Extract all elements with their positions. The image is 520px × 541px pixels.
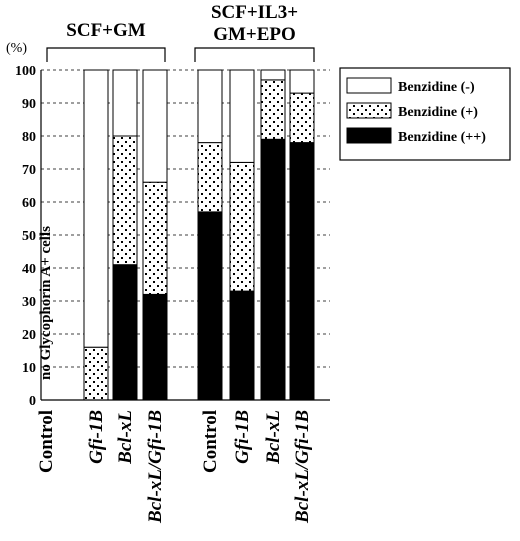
bar-segment bbox=[289, 92, 315, 144]
bar-segment bbox=[112, 69, 138, 137]
x-tick-label: Bcl-xL bbox=[263, 410, 284, 465]
y-tick-label: 0 bbox=[29, 394, 36, 409]
group-label: SCF+GM bbox=[66, 20, 145, 41]
bar-segment bbox=[260, 138, 286, 401]
x-tick-label: Gfi-1B bbox=[232, 410, 253, 464]
bar-segment bbox=[197, 69, 223, 144]
y-tick-label: 70 bbox=[22, 163, 36, 178]
bar-segment bbox=[289, 142, 315, 401]
bar-segment bbox=[142, 181, 168, 295]
y-tick-label: 50 bbox=[22, 229, 36, 244]
y-tick-label: 40 bbox=[22, 262, 36, 277]
legend-label: Benzidine (++) bbox=[398, 130, 486, 145]
legend-swatch bbox=[346, 102, 392, 119]
bar-segment bbox=[112, 135, 138, 266]
legend-swatch bbox=[346, 77, 392, 94]
bar-segment bbox=[260, 79, 286, 140]
x-tick-label: Bcl-xL/Gfi-1B bbox=[145, 410, 166, 524]
bar-segment bbox=[83, 346, 109, 401]
y-tick-label: 20 bbox=[22, 328, 36, 343]
y-tick-label: 10 bbox=[22, 361, 36, 376]
legend: Benzidine (-) Benzidine (+) Benzidine (++) bbox=[339, 67, 511, 161]
y-tick-label: 90 bbox=[22, 97, 36, 112]
group-bracket bbox=[194, 47, 315, 62]
group-label: SCF+IL3+ bbox=[211, 2, 298, 23]
group-label: GM+EPO bbox=[213, 24, 296, 45]
x-tick-label: Bcl-xL/Gfi-1B bbox=[292, 410, 313, 524]
x-axis-labels: Control Gfi-1B Bcl-xL Bcl-xL/Gfi-1B Control G… bbox=[36, 410, 313, 524]
legend-swatch bbox=[346, 127, 392, 144]
bar-segment bbox=[229, 290, 255, 401]
bar-segment bbox=[142, 293, 168, 401]
y-axis: (%) 0 10 20 30 40 50 60 70 80 90 100 bbox=[6, 41, 330, 409]
bar-segment bbox=[112, 264, 138, 401]
x-tick-label: Control bbox=[36, 410, 57, 473]
annotation-text: no Glycophorin A+ cells bbox=[38, 226, 54, 380]
y-unit-label: (%) bbox=[6, 41, 27, 56]
bar-segment bbox=[197, 211, 223, 401]
x-tick-label: Control bbox=[200, 410, 221, 473]
x-tick-label: Bcl-xL bbox=[115, 410, 136, 465]
legend-label: Benzidine (+) bbox=[398, 105, 478, 120]
y-tick-label: 80 bbox=[22, 130, 36, 145]
bar-segment bbox=[289, 69, 315, 94]
y-tick-label: 60 bbox=[22, 196, 36, 211]
bar-segment bbox=[229, 69, 255, 163]
bar-segment bbox=[142, 69, 168, 183]
legend-label: Benzidine (-) bbox=[398, 80, 475, 95]
bar-segment bbox=[260, 69, 286, 81]
bar-segment bbox=[197, 142, 223, 213]
bar-segment bbox=[83, 69, 109, 348]
bars bbox=[83, 69, 315, 401]
bar-segment bbox=[229, 161, 255, 292]
y-tick-label: 30 bbox=[22, 295, 36, 310]
group-labels: SCF+GM SCF+IL3+GM+EPO bbox=[46, 2, 315, 62]
group-bracket bbox=[46, 47, 166, 62]
y-tick-label: 100 bbox=[15, 64, 36, 79]
annotations: no Glycophorin A+ cells bbox=[38, 226, 54, 380]
x-tick-label: Gfi-1B bbox=[86, 410, 107, 464]
